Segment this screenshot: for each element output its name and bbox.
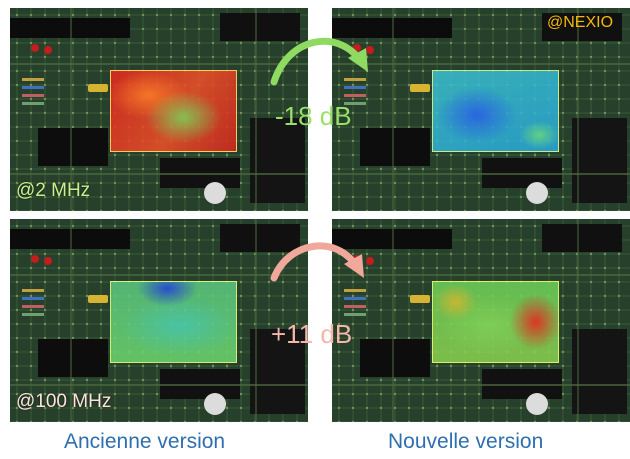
heatmap-overlay	[432, 70, 559, 152]
curved-arrow-icon	[270, 242, 364, 282]
heatmap-overlay	[110, 281, 237, 363]
heatmap-overlay	[110, 70, 237, 152]
delta-label-top: -18 dB	[275, 101, 352, 131]
caption-old-version: Ancienne version	[64, 430, 226, 453]
panel-old-100mhz	[10, 219, 308, 422]
watermark-label: @NEXIO	[547, 14, 614, 31]
panel-old-2mhz	[10, 8, 308, 211]
curved-arrow-icon	[270, 37, 368, 86]
panel-new-100mhz	[332, 219, 630, 422]
caption-new-version: Nouvelle version	[388, 430, 544, 453]
heatmap-overlay	[432, 281, 559, 363]
delta-label-bottom: +11 dB	[271, 319, 353, 349]
frequency-label-bottom: @100 MHz	[16, 391, 112, 412]
panel-new-2mhz	[332, 8, 630, 211]
frequency-label-top: @2 MHz	[16, 180, 91, 201]
